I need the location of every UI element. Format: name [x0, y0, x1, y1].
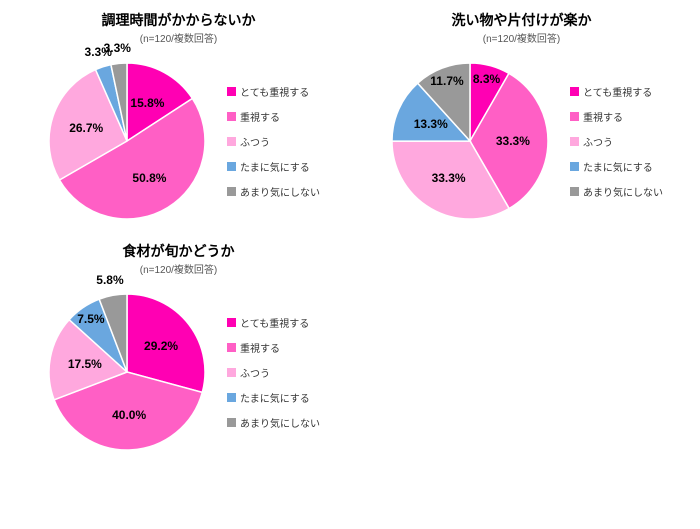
legend-label: ふつう [583, 134, 613, 149]
chart-block-2: 洗い物や片付けが楽か (n=120/複数回答) 8.3%33.3%33.3%13… [353, 10, 690, 231]
legend-swatch [227, 162, 236, 171]
legend-item: ふつう [570, 134, 663, 149]
chart-row: 29.2%40.0%17.5%7.5%5.8% とても重視する重視するふつうたま… [37, 282, 320, 462]
legend-label: とても重視する [240, 315, 309, 330]
legend-item: とても重視する [227, 84, 320, 99]
legend-swatch [570, 87, 579, 96]
chart-block-1: 調理時間がかからないか (n=120/複数回答) 15.8%50.8%26.7%… [10, 10, 347, 231]
legend-item: 重視する [570, 109, 663, 124]
legend-label: とても重視する [583, 84, 652, 99]
legend-swatch [227, 137, 236, 146]
pie-chart: 8.3%33.3%33.3%13.3%11.7% [380, 51, 560, 231]
legend-swatch [570, 187, 579, 196]
legend-item: たまに気にする [227, 159, 320, 174]
legend: とても重視する重視するふつうたまに気にするあまり気にしない [227, 315, 320, 430]
chart-title: 洗い物や片付けが楽か [452, 10, 592, 30]
legend-swatch [227, 187, 236, 196]
legend-item: あまり気にしない [227, 415, 320, 430]
legend-label: 重視する [583, 109, 623, 124]
chart-subtitle: (n=120/複数回答) [483, 30, 561, 45]
legend-label: あまり気にしない [240, 415, 320, 430]
legend-item: 重視する [227, 109, 320, 124]
legend-label: あまり気にしない [240, 184, 320, 199]
legend-item: ふつう [227, 134, 320, 149]
legend-swatch [570, 162, 579, 171]
legend-swatch [227, 112, 236, 121]
legend-label: たまに気にする [583, 159, 653, 174]
legend: とても重視する重視するふつうたまに気にするあまり気にしない [227, 84, 320, 199]
legend-swatch [227, 318, 236, 327]
pie-chart: 15.8%50.8%26.7%3.3%3.3% [37, 51, 217, 231]
legend-label: ふつう [240, 134, 270, 149]
legend-swatch [227, 343, 236, 352]
legend-swatch [570, 137, 579, 146]
chart-block-3: 食材が旬かどうか (n=120/複数回答) 29.2%40.0%17.5%7.5… [10, 241, 347, 462]
legend-item: ふつう [227, 365, 320, 380]
chart-title: 食材が旬かどうか [123, 241, 235, 261]
legend-swatch [227, 368, 236, 377]
legend-label: 重視する [240, 109, 280, 124]
chart-row: 15.8%50.8%26.7%3.3%3.3% とても重視する重視するふつうたま… [37, 51, 320, 231]
chart-row: 8.3%33.3%33.3%13.3%11.7% とても重視する重視するふつうた… [380, 51, 663, 231]
legend-item: たまに気にする [570, 159, 663, 174]
legend-item: とても重視する [227, 315, 320, 330]
legend-label: たまに気にする [240, 390, 310, 405]
legend-item: 重視する [227, 340, 320, 355]
legend-swatch [570, 112, 579, 121]
legend-item: たまに気にする [227, 390, 320, 405]
charts-grid: 調理時間がかからないか (n=120/複数回答) 15.8%50.8%26.7%… [10, 10, 690, 462]
legend-swatch [227, 87, 236, 96]
legend: とても重視する重視するふつうたまに気にするあまり気にしない [570, 84, 663, 199]
legend-item: とても重視する [570, 84, 663, 99]
legend-label: あまり気にしない [583, 184, 663, 199]
pie-chart: 29.2%40.0%17.5%7.5%5.8% [37, 282, 217, 462]
legend-swatch [227, 418, 236, 427]
legend-item: あまり気にしない [570, 184, 663, 199]
legend-label: ふつう [240, 365, 270, 380]
legend-label: とても重視する [240, 84, 309, 99]
chart-title: 調理時間がかからないか [102, 10, 256, 30]
legend-label: たまに気にする [240, 159, 310, 174]
legend-label: 重視する [240, 340, 280, 355]
chart-subtitle: (n=120/複数回答) [140, 30, 218, 45]
legend-swatch [227, 393, 236, 402]
legend-item: あまり気にしない [227, 184, 320, 199]
chart-subtitle: (n=120/複数回答) [140, 261, 218, 276]
